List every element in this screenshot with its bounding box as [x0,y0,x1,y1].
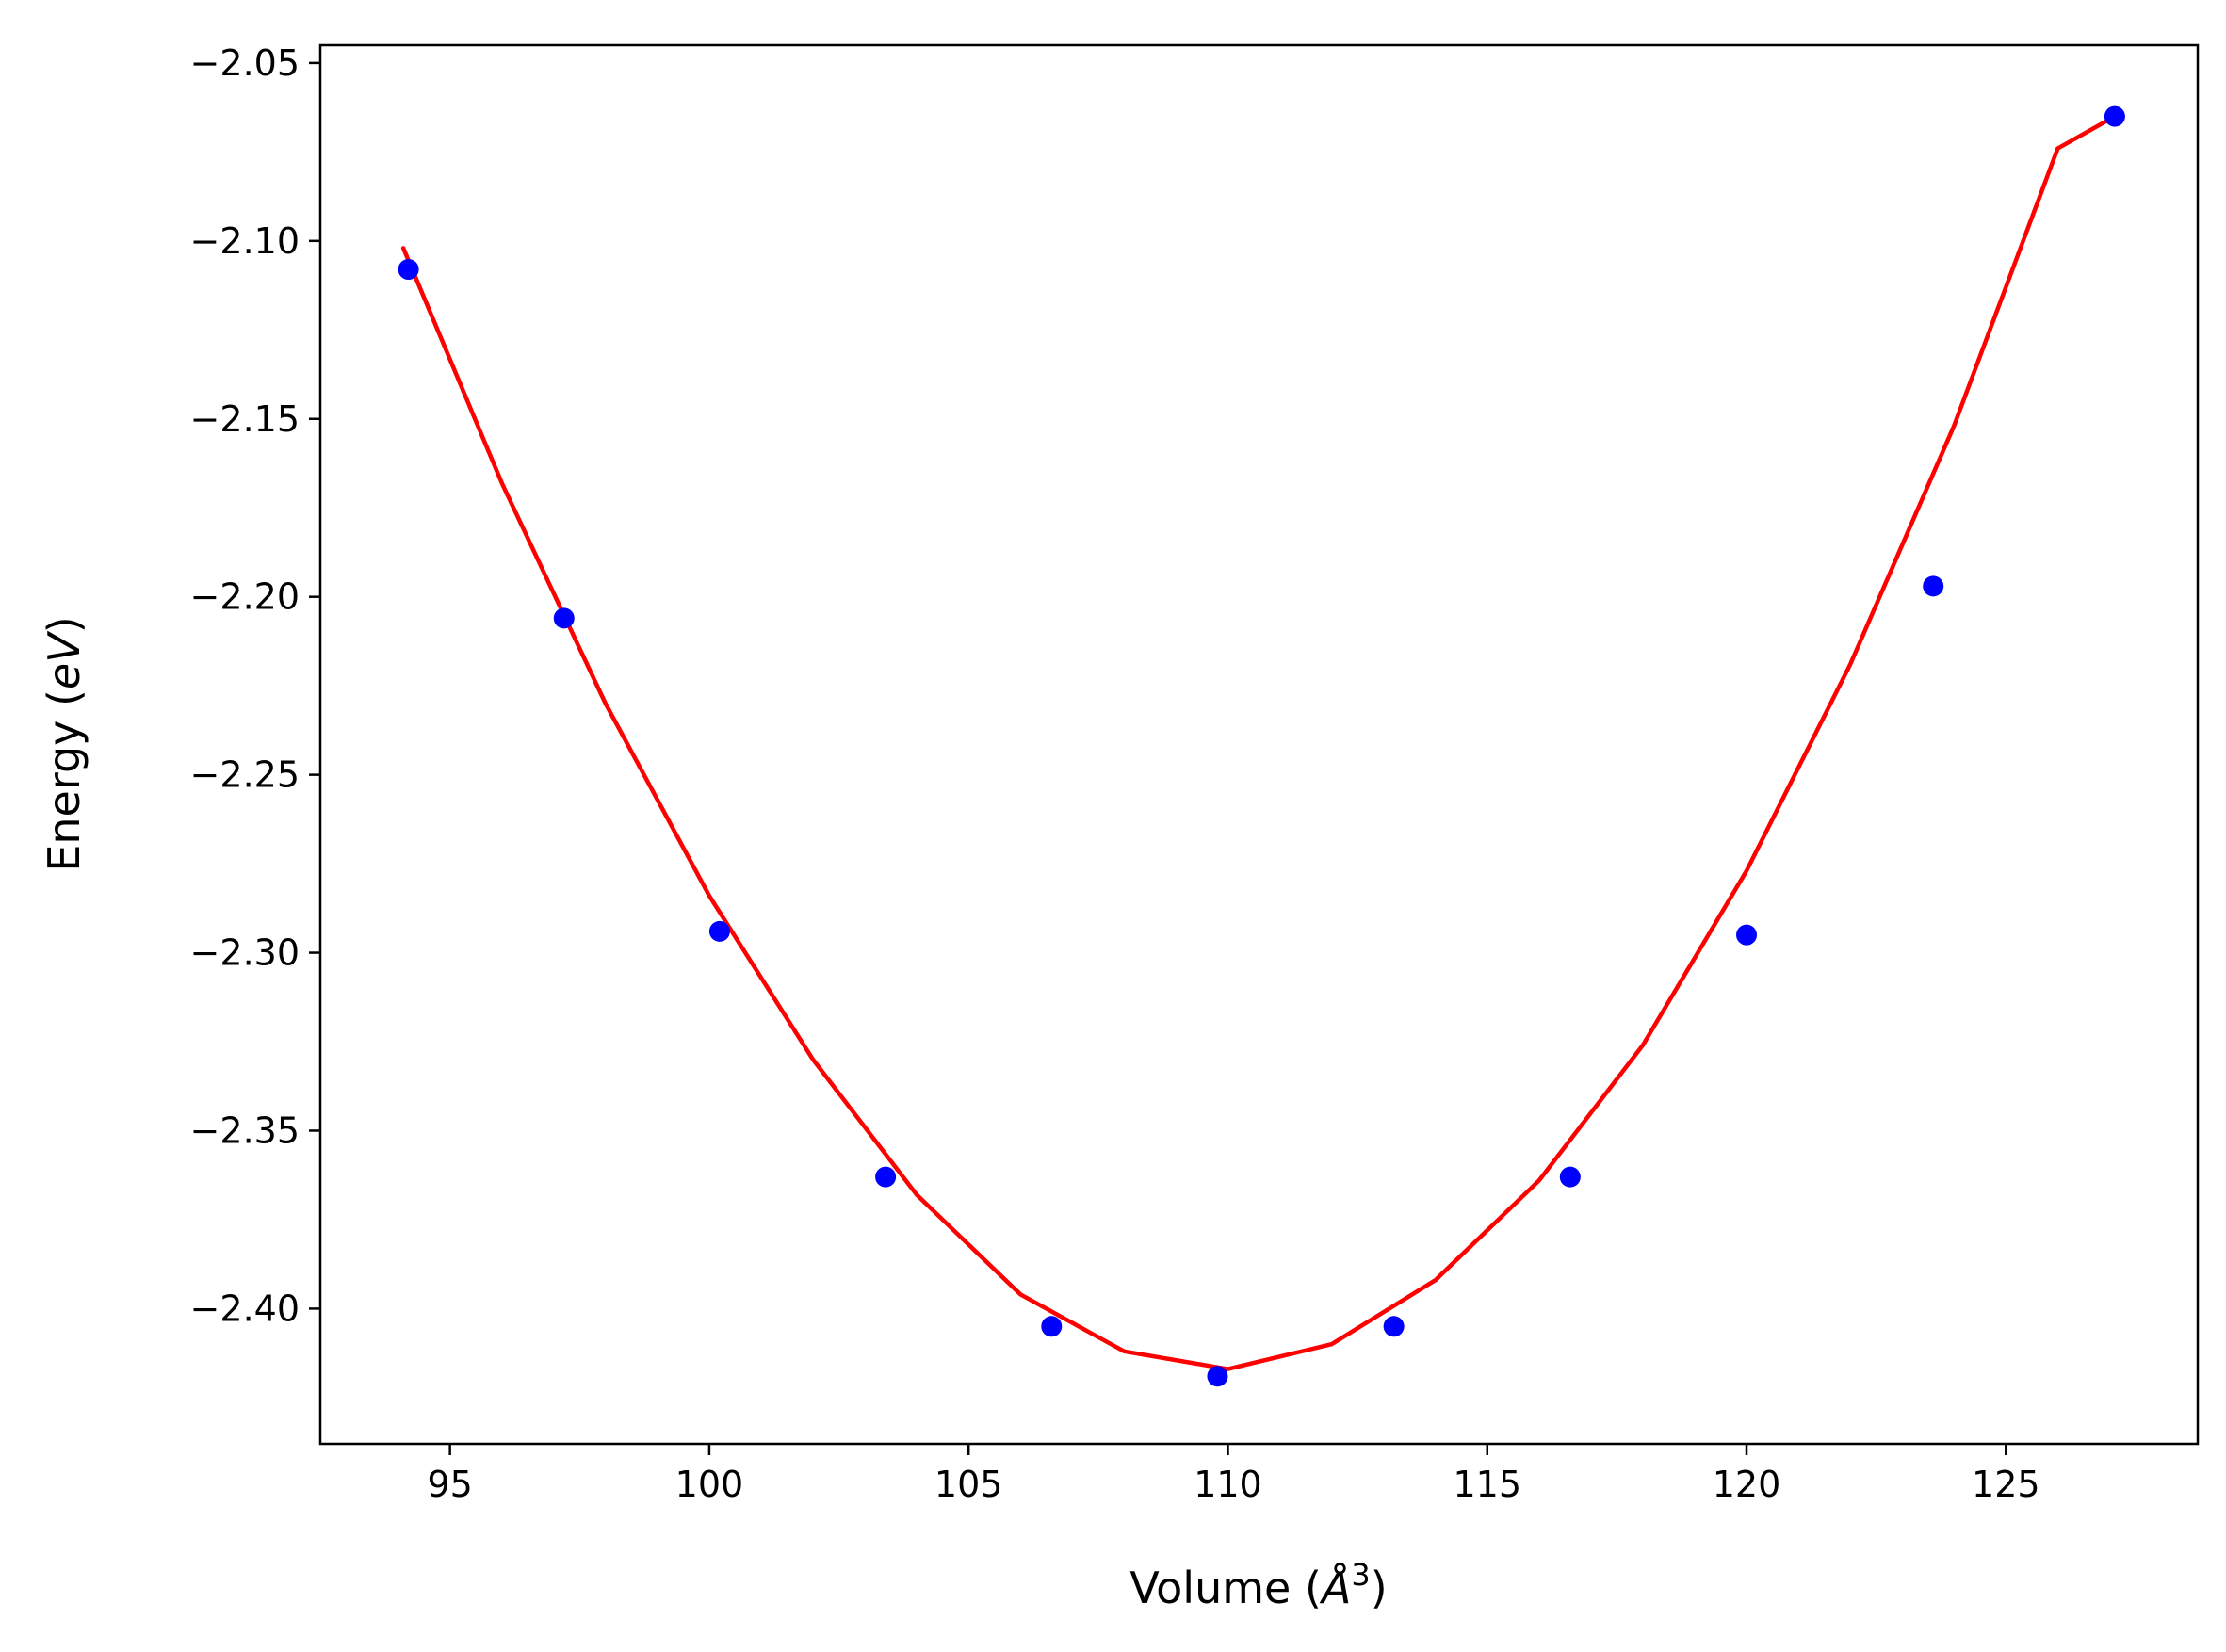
x-tick-label: 100 [675,1464,744,1505]
x-axis-label-unit-exponent: 3 [1351,1557,1370,1593]
y-tick-label: −2.15 [190,398,300,440]
data-point [1923,575,1944,597]
y-axis-label-text: Energy [39,721,89,872]
x-tick-label: 115 [1453,1464,1521,1505]
data-point [875,1166,897,1188]
data-point [1207,1366,1228,1387]
series-layer [398,105,2125,1387]
x-axis-ticks: 95 100 105 110 115 120 125 [427,1444,2040,1505]
y-tick-label: −2.35 [190,1109,300,1151]
y-tick-label: −2.30 [190,932,300,974]
data-point [1383,1316,1405,1337]
x-tick-label: 120 [1713,1464,1781,1505]
y-tick-label: −2.40 [190,1288,300,1329]
data-point [1041,1316,1063,1337]
data-point [1559,1166,1581,1188]
data-point [398,259,419,281]
x-tick-label: 105 [934,1464,1003,1505]
y-axis-label: Energy (eV) [39,616,89,871]
x-tick-label: 110 [1194,1464,1262,1505]
data-point [553,607,575,629]
data-point [1736,924,1758,946]
y-tick-label: −2.25 [190,754,300,796]
y-tick-label: −2.20 [190,576,300,618]
y-axis-ticks: −2.05 −2.10 −2.15 −2.20 −2.25 −2.30 −2.35 −2.40 [190,42,320,1329]
y-tick-label: −2.05 [190,42,300,84]
x-tick-label: 125 [1972,1464,2040,1505]
data-point [2104,105,2125,127]
x-axis-label: Volume (Å3) [1129,1557,1387,1613]
y-axis-label-unit: eV [39,630,89,689]
y-tick-label: −2.10 [190,220,300,262]
x-tick-label: 95 [427,1464,472,1505]
x-axis-label-text: Volume [1129,1563,1291,1613]
x-axis-label-unit: Å [1319,1563,1351,1613]
data-point [708,920,730,942]
plot-area-frame [318,43,2200,1446]
fit-curve-line [400,114,2118,1371]
